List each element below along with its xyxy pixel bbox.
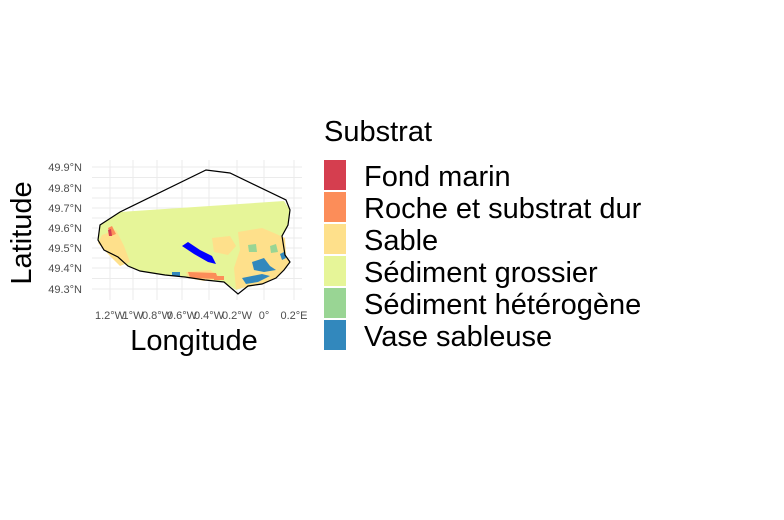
legend-swatch: [324, 160, 346, 190]
x-tick-label: 1.2°W: [95, 310, 126, 322]
x-tick-label: 0.6°W: [167, 310, 198, 322]
substrate-sable-centre: [212, 236, 236, 255]
y-axis-ticks: 49.9°N 49.8°N 49.7°N 49.6°N 49.5°N 49.4°N 49.3…: [48, 162, 82, 296]
legend-label: Roche et substrat dur: [364, 193, 642, 225]
y-tick-label: 49.8°N: [48, 183, 82, 195]
map-area: [97, 169, 291, 295]
substrate-sable-west: [98, 230, 130, 266]
substrate-fond-marin: [108, 229, 112, 236]
x-tick-label: 0.8°W: [142, 310, 173, 322]
x-tick-label: 1°W: [123, 310, 145, 322]
map-outline: [97, 169, 291, 295]
legend-label: Sédiment hétérogène: [364, 289, 641, 321]
x-axis-title: Longitude: [130, 325, 257, 357]
substrate-roche-3: [214, 276, 224, 280]
x-axis-ticks: 1.2°W1°W0.8°W0.6°W0.4°W0.2°W 0° 0.2°E: [95, 310, 308, 322]
y-axis-title: Latitude: [6, 181, 38, 284]
legend-title: Substrat: [324, 116, 432, 148]
y-tick-label: 49.7°N: [48, 203, 82, 215]
highlight-area: [182, 242, 216, 264]
substrate-roche-1: [188, 272, 218, 279]
substrate-vase-sableuse-3: [172, 272, 180, 276]
y-tick-label: 49.9°N: [48, 162, 82, 174]
x-tick-label: 0°: [259, 310, 270, 322]
substrate-vase-sableuse-2: [242, 274, 270, 284]
y-tick-label: 49.5°N: [48, 243, 82, 255]
y-tick-label: 49.3°N: [48, 284, 82, 296]
substrate-vase-sableuse-1: [252, 258, 276, 272]
legend-label: Fond marin: [364, 161, 511, 193]
substrate-sediment-heterogene-1: [248, 244, 257, 252]
x-tick-label: 0.4°W: [194, 310, 225, 322]
y-tick-label: 49.4°N: [48, 263, 82, 275]
substrate-roche-2: [108, 226, 116, 236]
legend-swatch: [324, 256, 346, 286]
substrate-sable-east: [234, 228, 290, 289]
legend-label: Sédiment grossier: [364, 257, 598, 289]
substrate-sediment-heterogene-2: [270, 244, 278, 253]
legend-swatch: [324, 224, 346, 254]
legend-swatch: [324, 192, 346, 222]
legend-swatch: [324, 288, 346, 318]
legend-label: Vase sableuse: [364, 321, 552, 353]
x-tick-label: 0.2°E: [280, 310, 307, 322]
x-tick-label: 0.2°W: [222, 310, 253, 322]
legend-label: Sable: [364, 225, 438, 257]
legend-swatch: [324, 320, 346, 350]
y-tick-label: 49.6°N: [48, 223, 82, 235]
